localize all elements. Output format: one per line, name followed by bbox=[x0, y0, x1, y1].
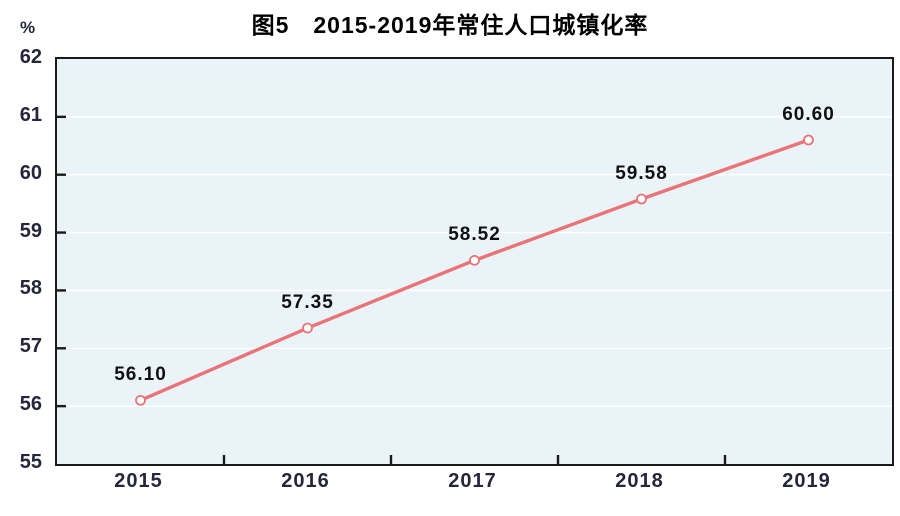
data-point-marker bbox=[803, 134, 814, 146]
y-axis-tick-label: 55 bbox=[19, 451, 42, 473]
data-point-label: 58.52 bbox=[448, 224, 501, 246]
data-point-label: 56.10 bbox=[114, 364, 167, 386]
data-point-marker bbox=[302, 322, 313, 334]
series-line bbox=[138, 138, 811, 403]
x-axis-tick-labels: 2015 2016 2017 2018 2019 bbox=[55, 469, 894, 495]
data-point-label: 60.60 bbox=[782, 104, 835, 125]
y-axis-tick-label: 56 bbox=[19, 393, 42, 416]
y-axis-tick-label: 57 bbox=[19, 335, 42, 358]
x-axis-tick-label: 2016 bbox=[281, 470, 330, 492]
data-point-marker bbox=[636, 193, 647, 205]
y-axis-unit-label: % bbox=[20, 18, 36, 37]
line-chart-canvas bbox=[57, 115, 892, 464]
chart-title: 图5 2015-2019年常住人口城镇化率 bbox=[251, 12, 649, 38]
y-axis-tick-labels: 62 61 60 59 58 57 56 55 bbox=[0, 46, 48, 473]
x-axis-tick-label: 2019 bbox=[782, 470, 831, 492]
y-axis-tick-label: 62 bbox=[19, 46, 42, 68]
y-axis-tick-label: 61 bbox=[19, 103, 42, 126]
y-axis-tick-label: 58 bbox=[19, 277, 42, 300]
x-axis-tick-label: 2017 bbox=[448, 470, 497, 492]
plot-area: 56.10 57.35 58.52 59.58 60.60 bbox=[55, 57, 894, 466]
data-point-marker bbox=[135, 394, 146, 406]
y-axis-tick-label: 59 bbox=[19, 219, 42, 242]
x-axis-tick-label: 2018 bbox=[615, 470, 664, 492]
x-axis-tick-label: 2015 bbox=[114, 470, 163, 492]
data-point-marker bbox=[469, 254, 480, 266]
data-point-label: 59.58 bbox=[615, 163, 668, 184]
y-axis-tick-label: 60 bbox=[19, 161, 42, 184]
data-point-label: 57.35 bbox=[281, 292, 334, 314]
